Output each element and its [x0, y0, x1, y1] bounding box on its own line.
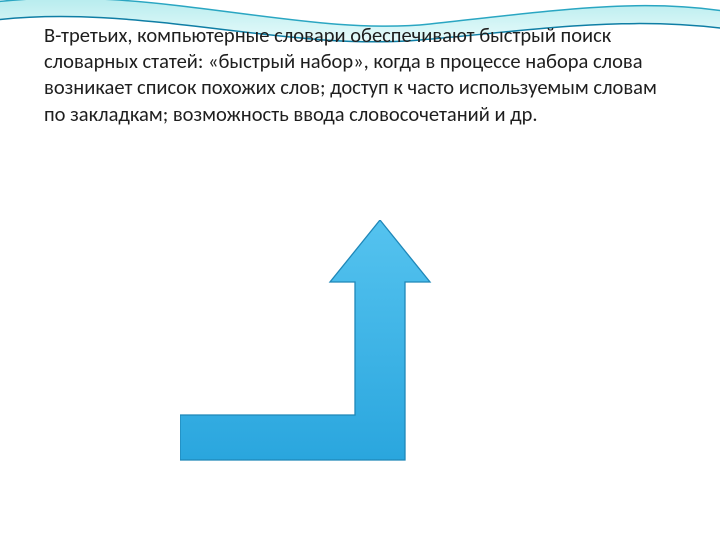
body-paragraph: В-третьих, компьютерные словари обеспечи…	[44, 22, 664, 127]
slide: В-третьих, компьютерные словари обеспечи…	[0, 0, 720, 540]
bent-up-arrow	[180, 220, 440, 470]
